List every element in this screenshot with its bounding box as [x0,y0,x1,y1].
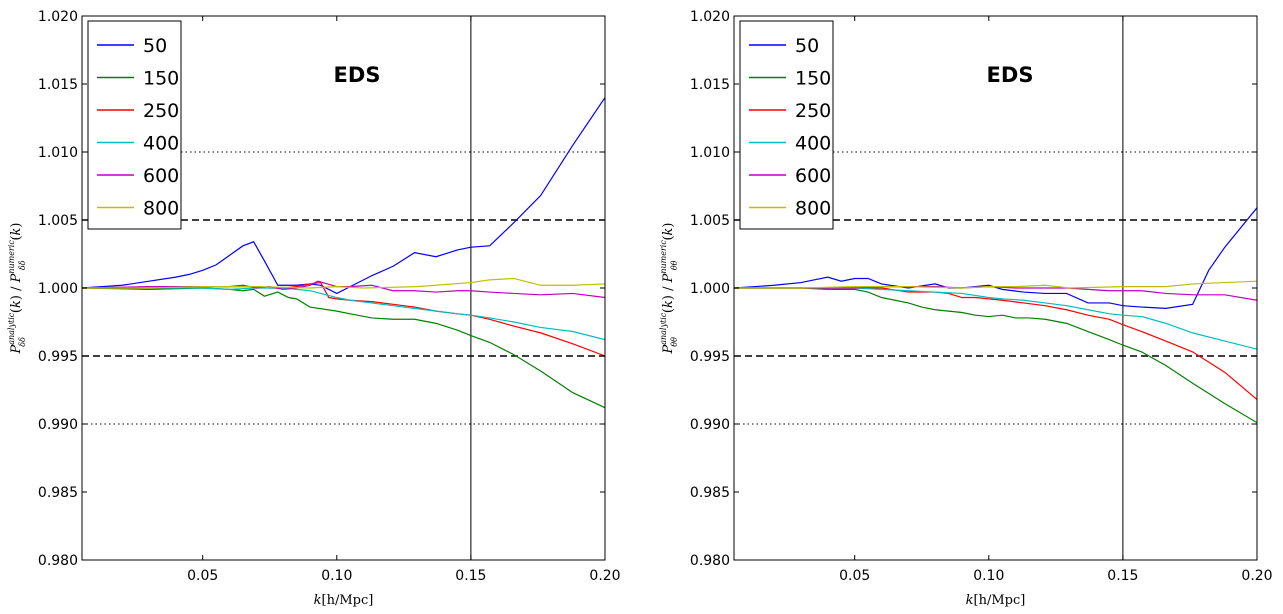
legend-label-800: 800 [143,198,179,220]
series-line-50 [734,207,1257,310]
x-tick-label: 0.20 [1241,568,1272,584]
legend-label-600: 600 [143,165,179,187]
y-tick-label: 1.005 [38,213,78,229]
legend-label-400: 400 [143,133,179,155]
x-tick-label: 0.20 [589,568,620,584]
legend-label-150: 150 [143,68,179,90]
y-axis-label: Panalytic δδ(k) / Pnumeric δδ(k) [7,222,27,354]
x-tick-label: 0.05 [187,568,218,584]
y-tick-label: 0.985 [38,485,78,501]
legend-label-600: 600 [795,165,831,187]
y-tick-label: 1.005 [690,213,730,229]
y-tick-label: 1.010 [38,145,78,161]
legend: 50 150 250 400 600 800 [87,20,182,230]
eds-annotation: EDS [334,63,381,87]
series-line-150 [82,287,605,409]
legend-label-150: 150 [795,68,831,90]
y-tick-label: 0.995 [38,349,78,365]
series-line-800 [82,277,605,289]
y-tick-label: 1.010 [690,145,730,161]
y-tick-label: 1.015 [690,77,730,93]
y-tick-label: 0.990 [38,417,78,433]
x-tick-label: 0.10 [321,568,352,584]
legend-label-50: 50 [143,35,167,57]
x-axis-label: k[h/Mpc] [966,593,1026,608]
y-axis-label: Panalytic θθ(k) / Pnumeric θθ(k) [659,222,679,354]
series-line-400 [82,287,605,341]
chart-right-panel: 0.980 0.985 0.990 0.995 1.000 1.005 1.010 1.015… [659,9,1273,608]
y-tick-label: 1.000 [38,281,78,297]
y-tick-label: 0.980 [690,553,730,569]
y-tick-label: 0.990 [690,417,730,433]
x-tick-label: 0.15 [455,568,486,584]
x-axis-label: k[h/Mpc] [314,593,374,608]
y-tick-label: 1.000 [690,281,730,297]
y-tick-label: 1.020 [690,9,730,25]
legend-label-250: 250 [143,100,179,122]
y-tick-label: 0.995 [690,349,730,365]
legend-label-50: 50 [795,35,819,57]
legend-box [739,20,834,230]
legend: 50 150 250 400 600 800 [739,20,834,230]
chart-left-panel: 0.980 0.985 0.990 0.995 1.000 1.005 1.010 1.015… [7,9,621,608]
eds-annotation: EDS [987,63,1034,87]
y-tick-label: 1.015 [38,77,78,93]
x-tick-label: 0.10 [973,568,1004,584]
y-tick-label: 1.020 [38,9,78,25]
series-line-400 [734,287,1257,350]
x-tick-label: 0.15 [1107,568,1138,584]
series-line-250 [734,287,1257,400]
legend-label-400: 400 [795,133,831,155]
series-line-150 [734,287,1257,424]
legend-box [87,20,182,230]
y-tick-label: 0.980 [38,553,78,569]
series-line-50 [82,97,605,295]
y-tick-label: 0.985 [690,485,730,501]
legend-label-250: 250 [795,100,831,122]
legend-label-800: 800 [795,198,831,220]
series-line-800 [734,280,1257,289]
x-tick-label: 0.05 [839,568,870,584]
